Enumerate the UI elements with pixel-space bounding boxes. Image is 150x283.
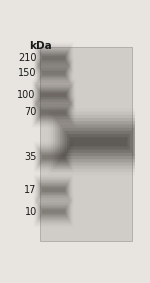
FancyBboxPatch shape [41, 153, 66, 161]
FancyBboxPatch shape [38, 88, 69, 102]
FancyBboxPatch shape [35, 101, 73, 124]
Text: 150: 150 [18, 68, 37, 78]
FancyBboxPatch shape [36, 85, 72, 105]
FancyBboxPatch shape [41, 70, 66, 77]
FancyBboxPatch shape [39, 51, 68, 65]
FancyBboxPatch shape [40, 47, 132, 241]
FancyBboxPatch shape [38, 149, 69, 165]
FancyBboxPatch shape [41, 110, 66, 115]
FancyBboxPatch shape [39, 183, 68, 196]
FancyBboxPatch shape [60, 125, 137, 159]
FancyBboxPatch shape [65, 131, 132, 153]
FancyBboxPatch shape [41, 54, 66, 62]
FancyBboxPatch shape [38, 106, 69, 119]
Text: 35: 35 [24, 152, 37, 162]
FancyBboxPatch shape [42, 209, 65, 214]
FancyBboxPatch shape [36, 146, 71, 168]
FancyBboxPatch shape [39, 205, 68, 218]
FancyBboxPatch shape [39, 67, 68, 80]
FancyBboxPatch shape [40, 53, 67, 63]
FancyBboxPatch shape [42, 56, 65, 60]
FancyBboxPatch shape [53, 115, 144, 169]
Text: 210: 210 [18, 53, 37, 63]
FancyBboxPatch shape [39, 90, 68, 100]
FancyBboxPatch shape [36, 179, 71, 201]
FancyBboxPatch shape [34, 82, 74, 108]
FancyBboxPatch shape [37, 63, 70, 83]
FancyBboxPatch shape [67, 134, 130, 150]
FancyBboxPatch shape [36, 47, 71, 69]
FancyBboxPatch shape [36, 62, 71, 85]
FancyBboxPatch shape [35, 84, 73, 106]
Text: kDa: kDa [29, 41, 52, 51]
FancyBboxPatch shape [37, 87, 70, 103]
FancyBboxPatch shape [38, 181, 69, 198]
FancyBboxPatch shape [41, 93, 66, 97]
FancyBboxPatch shape [40, 185, 67, 195]
FancyBboxPatch shape [58, 121, 139, 162]
FancyBboxPatch shape [42, 71, 65, 75]
FancyBboxPatch shape [37, 147, 70, 167]
FancyBboxPatch shape [41, 186, 66, 194]
FancyBboxPatch shape [39, 150, 68, 164]
FancyBboxPatch shape [38, 203, 69, 220]
FancyBboxPatch shape [37, 202, 70, 221]
FancyBboxPatch shape [37, 48, 70, 68]
FancyBboxPatch shape [42, 188, 65, 192]
FancyBboxPatch shape [37, 104, 70, 121]
FancyBboxPatch shape [62, 128, 134, 156]
FancyBboxPatch shape [40, 109, 68, 116]
FancyBboxPatch shape [42, 155, 65, 159]
FancyBboxPatch shape [39, 107, 68, 118]
FancyBboxPatch shape [40, 206, 67, 217]
FancyBboxPatch shape [40, 68, 67, 78]
FancyBboxPatch shape [36, 103, 72, 122]
FancyBboxPatch shape [38, 50, 69, 66]
FancyBboxPatch shape [40, 152, 67, 162]
Text: 17: 17 [24, 185, 37, 195]
FancyBboxPatch shape [37, 180, 70, 200]
FancyBboxPatch shape [69, 137, 128, 146]
FancyBboxPatch shape [38, 65, 69, 82]
FancyBboxPatch shape [40, 91, 68, 99]
Text: 100: 100 [17, 90, 36, 100]
Text: 10: 10 [24, 207, 37, 216]
FancyBboxPatch shape [41, 208, 66, 215]
FancyBboxPatch shape [55, 118, 141, 166]
Text: 70: 70 [24, 108, 37, 117]
